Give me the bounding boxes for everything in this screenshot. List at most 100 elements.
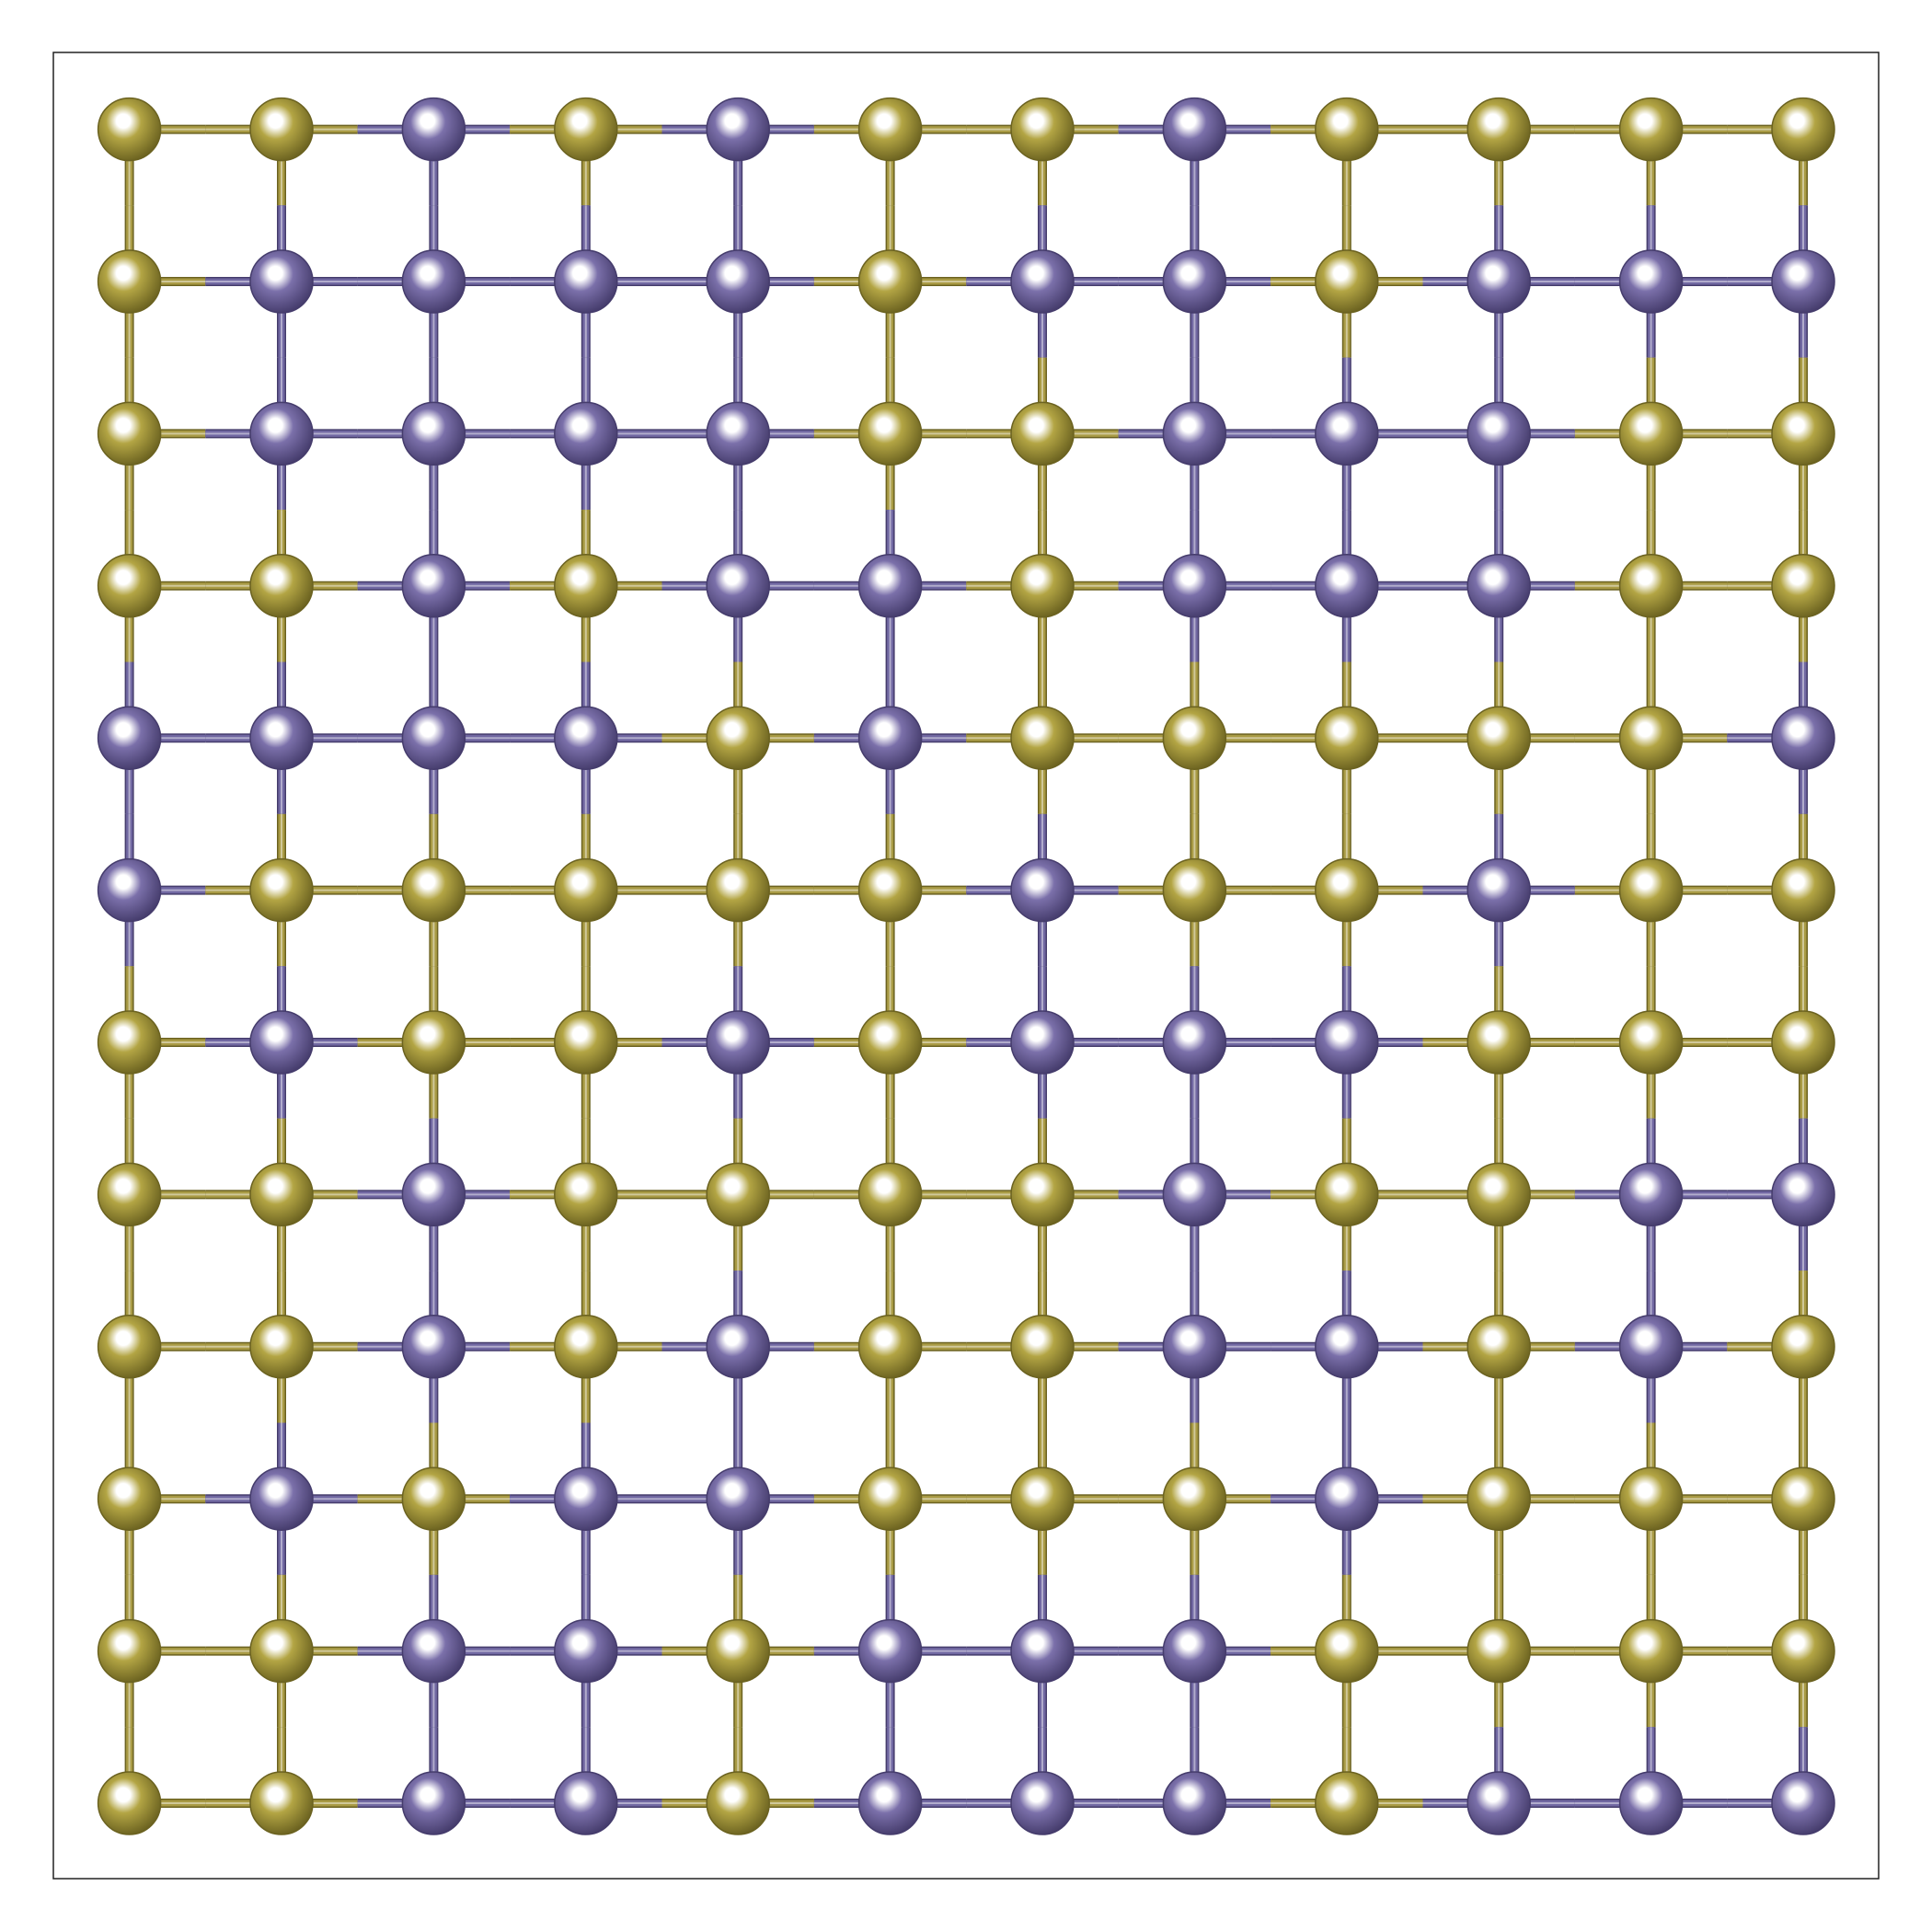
atom — [1618, 1162, 1684, 1227]
cell-frame — [52, 52, 1880, 1880]
atom — [554, 554, 618, 618]
atom — [249, 1618, 314, 1684]
atom — [1466, 249, 1531, 314]
atom — [401, 1315, 466, 1379]
atom — [857, 1162, 923, 1227]
atom — [249, 1162, 314, 1227]
atom — [1618, 249, 1684, 314]
atom — [401, 1466, 466, 1531]
atom — [1010, 249, 1075, 314]
atom — [1010, 401, 1075, 466]
atoms — [97, 97, 1835, 1835]
atom — [554, 1162, 618, 1227]
atom — [1162, 1315, 1227, 1379]
atom — [857, 1010, 923, 1075]
atom — [401, 97, 466, 162]
atom — [401, 1771, 466, 1835]
atom — [1315, 97, 1379, 162]
atom — [706, 97, 770, 162]
atom — [857, 401, 923, 466]
atom — [706, 706, 770, 770]
atom — [1162, 706, 1227, 770]
atom — [857, 1771, 923, 1835]
atom — [249, 1010, 314, 1075]
atom — [97, 1618, 162, 1684]
atom — [1771, 1771, 1835, 1835]
atom — [97, 554, 162, 618]
atom — [554, 1618, 618, 1684]
atom — [554, 1010, 618, 1075]
atom — [706, 1010, 770, 1075]
atom — [857, 1466, 923, 1531]
atom — [554, 249, 618, 314]
atom — [857, 97, 923, 162]
atom — [1771, 706, 1835, 770]
atom — [1771, 1010, 1835, 1075]
atom — [1466, 554, 1531, 618]
atom — [1618, 97, 1684, 162]
atom — [1010, 706, 1075, 770]
atom — [249, 1771, 314, 1835]
atom — [554, 401, 618, 466]
atom — [1315, 1010, 1379, 1075]
atom — [1315, 249, 1379, 314]
atom — [857, 1315, 923, 1379]
atom — [706, 1618, 770, 1684]
atom — [1771, 1315, 1835, 1379]
atom — [857, 706, 923, 770]
atom — [1162, 1618, 1227, 1684]
atom — [1618, 1315, 1684, 1379]
atom — [857, 554, 923, 618]
atom — [1315, 857, 1379, 923]
atom — [97, 706, 162, 770]
atom — [401, 401, 466, 466]
atom — [554, 1315, 618, 1379]
atom — [857, 857, 923, 923]
atom — [1162, 857, 1227, 923]
atom — [97, 857, 162, 923]
atom — [1010, 1315, 1075, 1379]
atom — [1010, 97, 1075, 162]
atom — [1010, 1466, 1075, 1531]
atom — [1466, 706, 1531, 770]
atom — [249, 97, 314, 162]
atom — [1162, 401, 1227, 466]
atom — [1315, 1618, 1379, 1684]
atom — [706, 857, 770, 923]
atom — [249, 1466, 314, 1531]
atom — [401, 554, 466, 618]
atom — [554, 706, 618, 770]
atom — [97, 249, 162, 314]
atom — [1315, 1162, 1379, 1227]
atom — [1618, 1010, 1684, 1075]
atom — [97, 1162, 162, 1227]
atom — [706, 1162, 770, 1227]
atom — [1466, 1162, 1531, 1227]
atom — [706, 1466, 770, 1531]
atom — [1010, 1771, 1075, 1835]
atom — [1771, 1162, 1835, 1227]
atom — [1162, 249, 1227, 314]
atom — [1315, 706, 1379, 770]
atom — [1162, 1010, 1227, 1075]
atom — [1618, 1618, 1684, 1684]
atom — [1466, 1466, 1531, 1531]
atom — [1162, 554, 1227, 618]
atom — [1315, 401, 1379, 466]
atom — [401, 1162, 466, 1227]
atom — [1466, 1010, 1531, 1075]
atom — [1162, 97, 1227, 162]
atom — [1162, 1162, 1227, 1227]
atom — [554, 1771, 618, 1835]
atom — [249, 249, 314, 314]
atom — [1771, 554, 1835, 618]
atom — [97, 1010, 162, 1075]
atom — [1771, 1466, 1835, 1531]
atom — [1618, 1771, 1684, 1835]
atom — [1162, 1466, 1227, 1531]
atom — [401, 706, 466, 770]
atom — [1466, 1618, 1531, 1684]
atom — [1010, 1162, 1075, 1227]
